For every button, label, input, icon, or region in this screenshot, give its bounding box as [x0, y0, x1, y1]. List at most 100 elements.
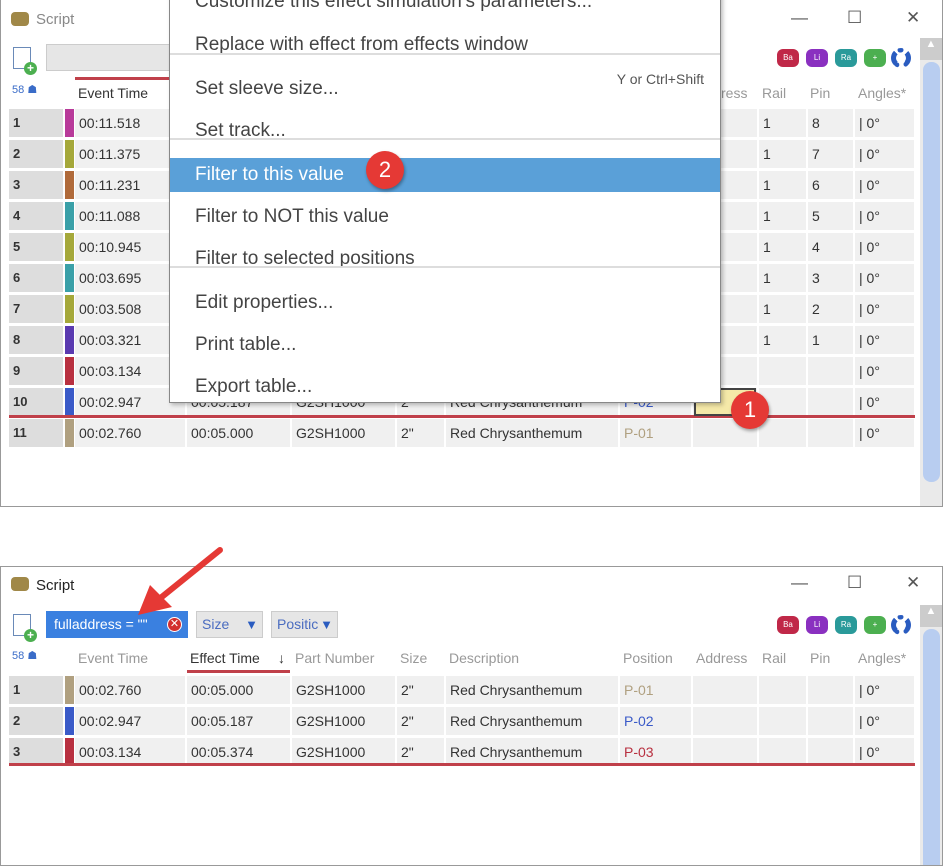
cell-pos[interactable]: P-01: [620, 676, 691, 704]
cell-num[interactable]: 2: [9, 707, 63, 735]
cell-rail[interactable]: [759, 676, 806, 704]
cell-num[interactable]: 5: [9, 233, 63, 261]
minimize-button[interactable]: —: [791, 573, 808, 592]
scroll-thumb[interactable]: [923, 629, 940, 865]
cell-size[interactable]: 2": [397, 419, 444, 447]
cell-pin[interactable]: [808, 707, 853, 735]
scrollbar[interactable]: ▲: [920, 605, 942, 865]
cell-pin[interactable]: [808, 419, 853, 447]
cell-num[interactable]: 9: [9, 357, 63, 385]
cell-angle[interactable]: | 0°: [855, 233, 914, 261]
cell-angle[interactable]: | 0°: [855, 202, 914, 230]
header-address[interactable]: Address: [696, 650, 748, 666]
cell-event[interactable]: 00:10.945: [75, 233, 185, 261]
header-pin[interactable]: Pin: [810, 85, 831, 101]
header-rail[interactable]: Rail: [762, 85, 787, 101]
cell-num[interactable]: 3: [9, 738, 63, 766]
cell-num[interactable]: 8: [9, 326, 63, 354]
cell-rail[interactable]: [759, 707, 806, 735]
cell-pin[interactable]: 3: [808, 264, 853, 292]
puzzle-li-icon[interactable]: Li: [806, 49, 828, 67]
cell-rail[interactable]: [759, 357, 806, 385]
menu-item[interactable]: Filter to NOT this value: [170, 200, 720, 234]
puzzle-ba-icon[interactable]: Ba: [777, 49, 799, 67]
cell-pos[interactable]: P-03: [620, 738, 691, 766]
header-effect-time[interactable]: Effect Time: [190, 650, 260, 666]
size-dropdown[interactable]: Size ▼: [196, 611, 263, 638]
cell-event[interactable]: 00:02.760: [75, 676, 185, 704]
cell-desc[interactable]: Red Chrysanthemum: [446, 738, 618, 766]
cell-pin[interactable]: 8: [808, 109, 853, 137]
cell-num[interactable]: 7: [9, 295, 63, 323]
header-address[interactable]: ress: [721, 85, 748, 101]
cell-desc[interactable]: Red Chrysanthemum: [446, 419, 618, 447]
cell-rail[interactable]: 1: [759, 109, 806, 137]
cell-effect[interactable]: 00:05.187: [187, 707, 290, 735]
cell-rail[interactable]: 1: [759, 326, 806, 354]
cell-event[interactable]: 00:03.695: [75, 264, 185, 292]
cell-effect[interactable]: 00:05.000: [187, 676, 290, 704]
menu-item[interactable]: Customize this effect simulation's param…: [170, 0, 720, 19]
cell-num[interactable]: 2: [9, 140, 63, 168]
cell-angle[interactable]: | 0°: [855, 295, 914, 323]
cell-pin[interactable]: 7: [808, 140, 853, 168]
cell-desc[interactable]: Red Chrysanthemum: [446, 707, 618, 735]
menu-item[interactable]: Filter to this value: [170, 158, 720, 192]
gear-icon[interactable]: [891, 615, 911, 635]
cell-rail[interactable]: 1: [759, 295, 806, 323]
scrollbar[interactable]: ▲: [920, 38, 942, 506]
cell-event[interactable]: 00:11.231: [75, 171, 185, 199]
cell-event[interactable]: 00:02.760: [75, 419, 185, 447]
puzzle-add-icon[interactable]: +: [864, 616, 886, 634]
cell-event[interactable]: 00:03.321: [75, 326, 185, 354]
new-script-icon[interactable]: [13, 614, 37, 642]
cell-effect[interactable]: 00:05.374: [187, 738, 290, 766]
menu-item[interactable]: Edit properties...: [170, 286, 720, 320]
cell-part[interactable]: G2SH1000: [292, 738, 395, 766]
cell-pos[interactable]: P-01: [620, 419, 691, 447]
cell-rail[interactable]: 1: [759, 202, 806, 230]
cell-event[interactable]: 00:11.375: [75, 140, 185, 168]
cell-event[interactable]: 00:02.947: [75, 707, 185, 735]
cell-angle[interactable]: | 0°: [855, 738, 914, 766]
cell-pin[interactable]: 1: [808, 326, 853, 354]
position-dropdown[interactable]: Positic ▼: [271, 611, 338, 638]
cell-event[interactable]: 00:03.134: [75, 357, 185, 385]
header-rail[interactable]: Rail: [762, 650, 787, 666]
cell-angle[interactable]: | 0°: [855, 171, 914, 199]
cell-event[interactable]: 00:11.088: [75, 202, 185, 230]
cell-size[interactable]: 2": [397, 676, 444, 704]
cell-pin[interactable]: 4: [808, 233, 853, 261]
cell-angle[interactable]: | 0°: [855, 140, 914, 168]
close-button[interactable]: ✕: [906, 8, 921, 27]
puzzle-ba-icon[interactable]: Ba: [777, 616, 799, 634]
cell-pin[interactable]: [808, 357, 853, 385]
menu-item[interactable]: Export table...: [170, 370, 720, 404]
cell-desc[interactable]: Red Chrysanthemum: [446, 676, 618, 704]
cell-rail[interactable]: 1: [759, 140, 806, 168]
cell-num[interactable]: 3: [9, 171, 63, 199]
cell-rail[interactable]: [759, 419, 806, 447]
cell-num[interactable]: 1: [9, 676, 63, 704]
cell-size[interactable]: 2": [397, 738, 444, 766]
cell-pin[interactable]: [808, 388, 853, 416]
cell-event[interactable]: 00:02.947: [75, 388, 185, 416]
scroll-up-button[interactable]: ▲: [920, 38, 942, 60]
menu-item[interactable]: Filter to selected positions: [170, 242, 720, 276]
cell-angle[interactable]: | 0°: [855, 264, 914, 292]
cell-effect[interactable]: 00:05.000: [187, 419, 290, 447]
cell-rail[interactable]: 1: [759, 233, 806, 261]
filter-chip[interactable]: fulladdress = "" ✕: [46, 611, 188, 638]
cell-event[interactable]: 00:03.134: [75, 738, 185, 766]
cell-angle[interactable]: | 0°: [855, 357, 914, 385]
cell-angle[interactable]: | 0°: [855, 326, 914, 354]
puzzle-add-icon[interactable]: +: [864, 49, 886, 67]
cell-pin[interactable]: [808, 676, 853, 704]
cell-rail[interactable]: 1: [759, 264, 806, 292]
cell-event[interactable]: 00:11.518: [75, 109, 185, 137]
cell-pin[interactable]: [808, 738, 853, 766]
cell-pin[interactable]: 2: [808, 295, 853, 323]
cell-address[interactable]: [693, 707, 757, 735]
cell-pin[interactable]: 5: [808, 202, 853, 230]
menu-item[interactable]: Replace with effect from effects window Y…: [170, 28, 720, 87]
